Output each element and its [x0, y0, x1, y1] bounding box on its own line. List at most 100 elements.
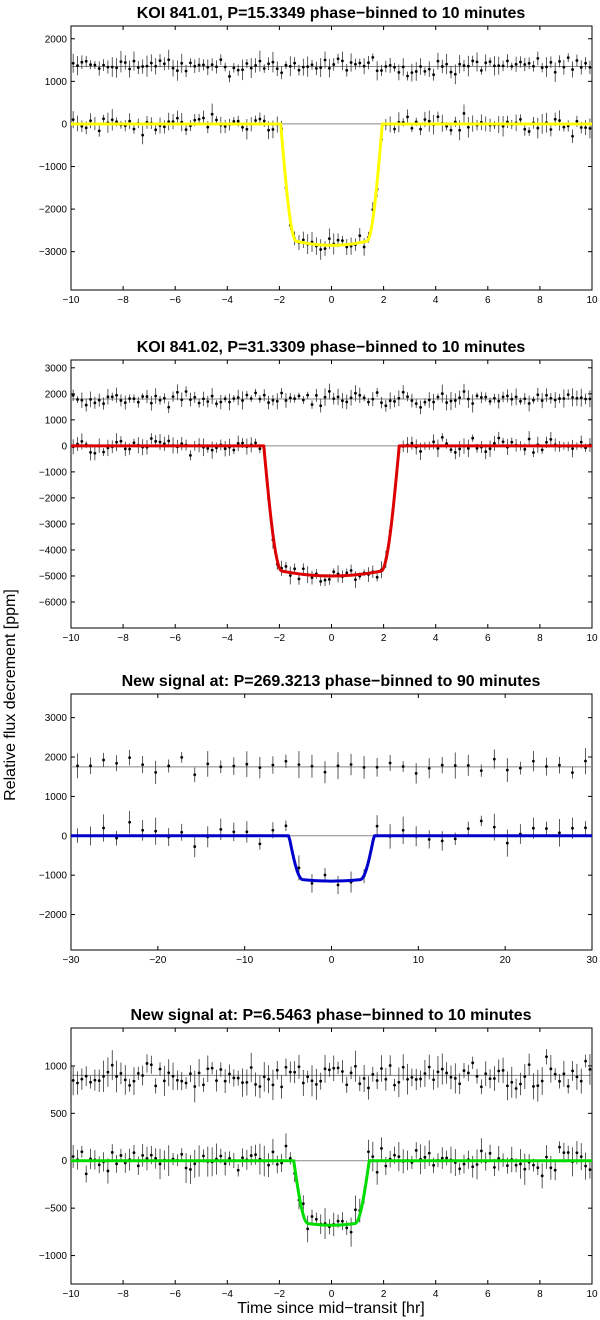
data-point [358, 1082, 362, 1086]
data-point [128, 119, 132, 123]
data-point [571, 134, 574, 138]
data-point [327, 389, 331, 393]
data-point [232, 1076, 236, 1080]
data-point [453, 837, 457, 841]
data-point [427, 837, 431, 841]
data-point [332, 1066, 336, 1070]
y-tick-label: 0 [61, 119, 67, 130]
data-point [306, 1075, 310, 1079]
data-point [288, 396, 292, 400]
data-point [123, 401, 127, 405]
data-point [80, 440, 84, 443]
data-point [540, 66, 544, 70]
data-point [167, 58, 171, 62]
data-point [341, 59, 344, 63]
data-point [558, 831, 561, 835]
data-point [362, 765, 366, 769]
data-point [232, 448, 236, 452]
data-point [475, 446, 479, 450]
data-point [532, 1084, 535, 1088]
data-point [284, 759, 288, 763]
data-point [358, 393, 362, 397]
data-point [501, 64, 505, 68]
data-point [97, 398, 101, 402]
data-point [180, 1079, 184, 1083]
data-point [154, 1157, 158, 1160]
data-point [132, 397, 136, 401]
y-tick-label: 1000 [45, 415, 68, 426]
data-point [275, 67, 279, 71]
data-point [375, 1170, 379, 1174]
x-tick-label: −2 [274, 1289, 286, 1300]
data-point [84, 403, 88, 407]
data-point [575, 1151, 579, 1155]
data-point [89, 63, 92, 67]
data-point [388, 761, 392, 765]
data-point [136, 1164, 140, 1168]
data-point [236, 119, 240, 123]
data-point [527, 130, 531, 133]
x-tick-label: 10 [586, 295, 598, 306]
data-point [132, 1151, 136, 1155]
data-point [458, 447, 462, 451]
data-point [549, 396, 553, 400]
data-point [479, 819, 483, 823]
data-point [314, 67, 318, 70]
data-point [128, 397, 132, 401]
data-point [458, 62, 462, 66]
data-point [345, 400, 349, 404]
data-point [228, 75, 231, 78]
data-point [284, 1144, 288, 1148]
data-point [531, 826, 535, 830]
data-point [423, 70, 427, 73]
data-point [475, 1163, 479, 1166]
data-point [445, 62, 449, 66]
data-point [215, 1079, 218, 1083]
panel-koi-841-01: KOI 841.01, P=15.3349 phase−binned to 10… [39, 5, 598, 306]
data-point [197, 117, 201, 121]
data-point [232, 66, 236, 70]
data-point [449, 399, 453, 403]
data-point [210, 1066, 214, 1070]
data-point [501, 124, 505, 128]
data-point [115, 440, 118, 444]
data-point [436, 59, 440, 63]
data-point [514, 1163, 518, 1167]
data-point [588, 1067, 592, 1071]
data-point [371, 1155, 375, 1159]
data-point [271, 398, 275, 402]
data-point [149, 401, 153, 405]
data-point [323, 873, 327, 877]
data-point [397, 396, 401, 400]
data-point [267, 1077, 270, 1081]
data-point [427, 766, 431, 770]
data-point [84, 1074, 88, 1078]
data-point [306, 65, 310, 69]
data-point [149, 1153, 153, 1157]
data-point [588, 65, 592, 69]
data-point [354, 391, 357, 395]
data-point [84, 59, 88, 63]
x-tick-label: 8 [537, 295, 543, 306]
y-tick-label: −4000 [39, 545, 68, 556]
data-point [397, 1155, 401, 1159]
data-point [345, 571, 349, 575]
data-point [162, 396, 166, 400]
data-point [288, 574, 292, 577]
data-point [219, 1154, 223, 1158]
data-point [427, 1151, 431, 1155]
data-point [206, 400, 210, 403]
data-point [254, 441, 257, 445]
data-point [479, 769, 483, 773]
data-point [488, 1151, 492, 1155]
data-point [492, 441, 496, 445]
data-point [189, 1168, 192, 1171]
panel-new-signal-6-5: New signal at: P=6.5463 phase−binned to … [39, 1007, 598, 1300]
data-point [297, 577, 301, 581]
data-point [219, 827, 223, 831]
data-point [501, 440, 505, 444]
x-tick-label: 0 [329, 295, 335, 306]
data-point [432, 73, 436, 77]
data-point [297, 68, 301, 72]
data-point [80, 398, 84, 402]
